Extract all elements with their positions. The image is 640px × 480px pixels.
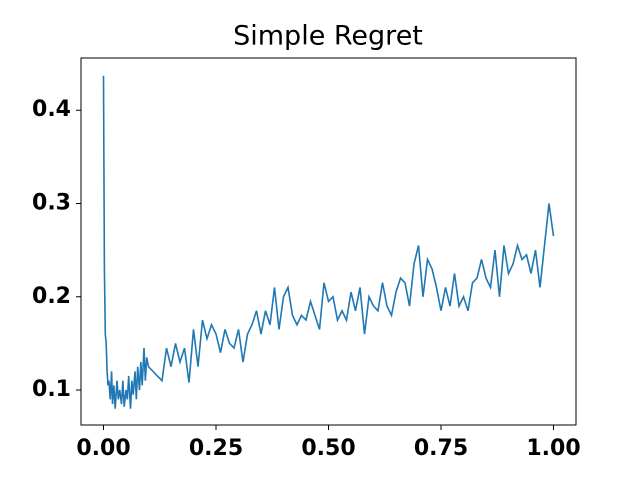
x-tick-label: 0.50: [301, 436, 355, 461]
x-tick-label: 1.00: [526, 436, 580, 461]
x-tick-label: 0.75: [414, 436, 468, 461]
y-tick-label: 0.3: [32, 190, 71, 215]
y-tick-label: 0.1: [32, 377, 71, 402]
y-tick-label: 0.2: [32, 284, 71, 309]
line-series: [102, 75, 555, 409]
x-tick-label: 0.25: [189, 436, 243, 461]
plot-frame: [80, 57, 577, 426]
x-tick-label: 0.00: [76, 436, 130, 461]
y-tick-label: 0.4: [32, 97, 71, 122]
chart-title: Simple Regret: [233, 21, 423, 52]
